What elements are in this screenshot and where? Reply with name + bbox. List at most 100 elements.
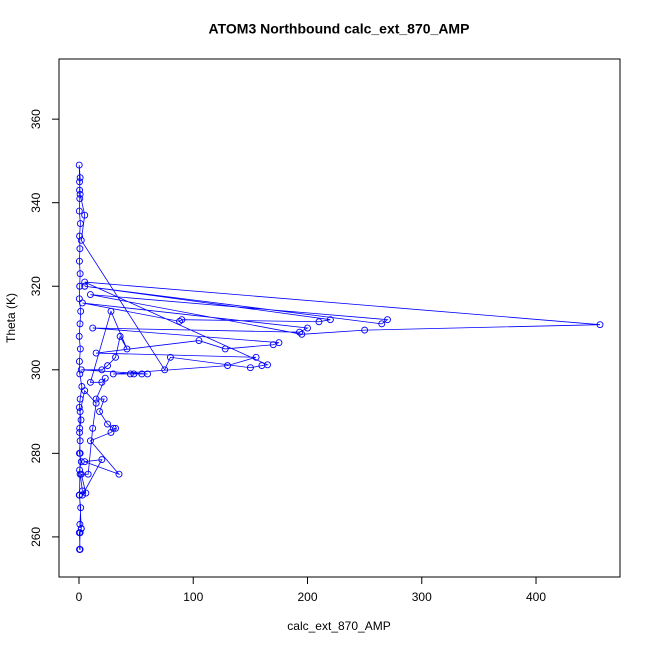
- point: [195, 337, 203, 345]
- point: [75, 332, 83, 340]
- point: [96, 408, 104, 416]
- point: [76, 245, 84, 253]
- point: [296, 328, 303, 336]
- point: [109, 370, 117, 378]
- point: [92, 399, 100, 407]
- point: [76, 357, 83, 365]
- point: [98, 366, 106, 374]
- point: [252, 353, 260, 361]
- point: [109, 424, 117, 432]
- point: [77, 470, 85, 478]
- point: [101, 374, 109, 382]
- point: [298, 330, 306, 338]
- point: [81, 211, 89, 219]
- point: [123, 345, 131, 353]
- point: [116, 332, 124, 340]
- point: [81, 282, 89, 290]
- point: [76, 424, 84, 432]
- point: [77, 236, 85, 244]
- point: [81, 458, 89, 466]
- point: [76, 178, 84, 186]
- point: [84, 470, 92, 478]
- point: [77, 307, 85, 315]
- point: [76, 491, 84, 499]
- point: [98, 456, 106, 464]
- point: [115, 470, 123, 478]
- x-tick-label: 0: [76, 590, 83, 604]
- point: [75, 403, 83, 411]
- point: [82, 489, 90, 497]
- point: [81, 387, 89, 395]
- y-tick-label: 300: [29, 359, 43, 379]
- point: [130, 370, 138, 378]
- point: [304, 324, 311, 332]
- point: [76, 257, 83, 265]
- point: [76, 545, 84, 553]
- point: [104, 362, 112, 370]
- point: [166, 353, 174, 361]
- point: [86, 378, 94, 386]
- point: [384, 316, 391, 324]
- y-tick-label: 280: [29, 443, 43, 463]
- point: [161, 366, 169, 374]
- point: [89, 324, 97, 332]
- point: [76, 320, 84, 328]
- point: [107, 307, 115, 315]
- point: [176, 317, 183, 325]
- y-axis-label: Theta (K): [4, 293, 18, 343]
- point: [76, 449, 84, 457]
- point: [75, 161, 83, 169]
- point: [76, 408, 84, 416]
- point: [76, 195, 84, 202]
- y-tick-label: 320: [29, 276, 43, 296]
- point: [112, 353, 120, 361]
- y-tick-label: 340: [29, 192, 43, 212]
- point: [126, 370, 134, 378]
- point: [76, 270, 84, 278]
- point: [76, 174, 84, 182]
- point: [76, 232, 84, 240]
- point: [76, 190, 84, 198]
- point: [78, 491, 86, 499]
- point: [315, 318, 323, 326]
- point: [326, 316, 334, 324]
- point: [77, 504, 85, 512]
- point: [78, 299, 86, 307]
- point: [76, 437, 84, 445]
- point: [100, 395, 108, 403]
- point: [104, 420, 112, 428]
- point: [264, 361, 271, 369]
- point: [269, 341, 277, 349]
- point: [89, 424, 97, 432]
- point: [76, 220, 84, 228]
- series-line: [78, 165, 601, 550]
- point: [75, 207, 83, 215]
- point: [77, 416, 85, 424]
- point: [246, 364, 254, 372]
- point: [76, 529, 84, 537]
- y-tick-label: 360: [29, 109, 43, 129]
- point: [178, 316, 186, 324]
- point: [76, 282, 84, 290]
- point: [76, 429, 84, 436]
- x-tick-label: 100: [183, 590, 203, 604]
- point: [76, 395, 84, 403]
- point: [76, 186, 84, 194]
- point: [98, 378, 106, 386]
- point: [112, 424, 120, 432]
- point: [221, 345, 229, 353]
- point: [596, 321, 604, 329]
- point: [107, 429, 115, 436]
- point: [76, 370, 84, 378]
- point: [224, 362, 231, 370]
- x-axis-label: calc_ext_870_AMP: [287, 619, 390, 633]
- point: [76, 466, 84, 474]
- point: [86, 291, 94, 299]
- chart-title: ATOM3 Northbound calc_ext_870_AMP: [209, 21, 470, 37]
- point: [76, 345, 84, 353]
- point: [77, 458, 85, 466]
- point: [86, 437, 94, 445]
- x-tick-label: 300: [412, 590, 432, 604]
